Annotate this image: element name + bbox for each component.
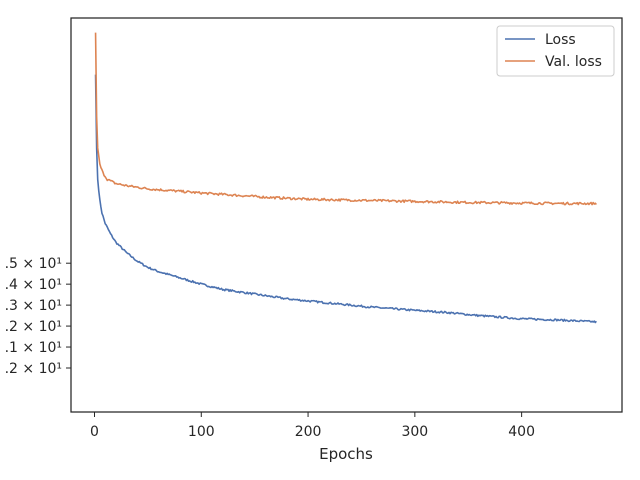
series-line-loss (94, 74, 597, 324)
series-layer (94, 32, 597, 324)
x-tick-label: 400 (508, 424, 535, 440)
y-tick-label: .2 × 10¹ (5, 319, 62, 335)
legend-label-loss: Loss (545, 32, 576, 48)
y-tick-label: .4 × 10¹ (5, 277, 62, 293)
x-tick-label: 100 (188, 424, 215, 440)
y-tick-label: .1 × 10¹ (5, 340, 62, 356)
x-axis: 0 100 200 300 400 (90, 412, 535, 440)
x-axis-label: Epochs (319, 445, 373, 463)
y-tick-label: .3 × 10¹ (5, 298, 62, 314)
y-tick-label: .2 × 10¹ (5, 361, 62, 377)
plot-area (70, 17, 623, 413)
x-tick-label: 300 (401, 424, 428, 440)
legend: Loss Val. loss (496, 25, 615, 77)
x-tick-label: 200 (295, 424, 322, 440)
y-axis: .2 × 10¹ .1 × 10¹ .2 × 10¹ .3 × 10¹ .4 × 10¹… (5, 256, 71, 377)
y-tick-label: .5 × 10¹ (5, 256, 62, 272)
legend-label-val-loss: Val. loss (545, 54, 602, 70)
series-line-val-loss (94, 32, 597, 206)
x-tick-label: 0 (90, 424, 99, 440)
